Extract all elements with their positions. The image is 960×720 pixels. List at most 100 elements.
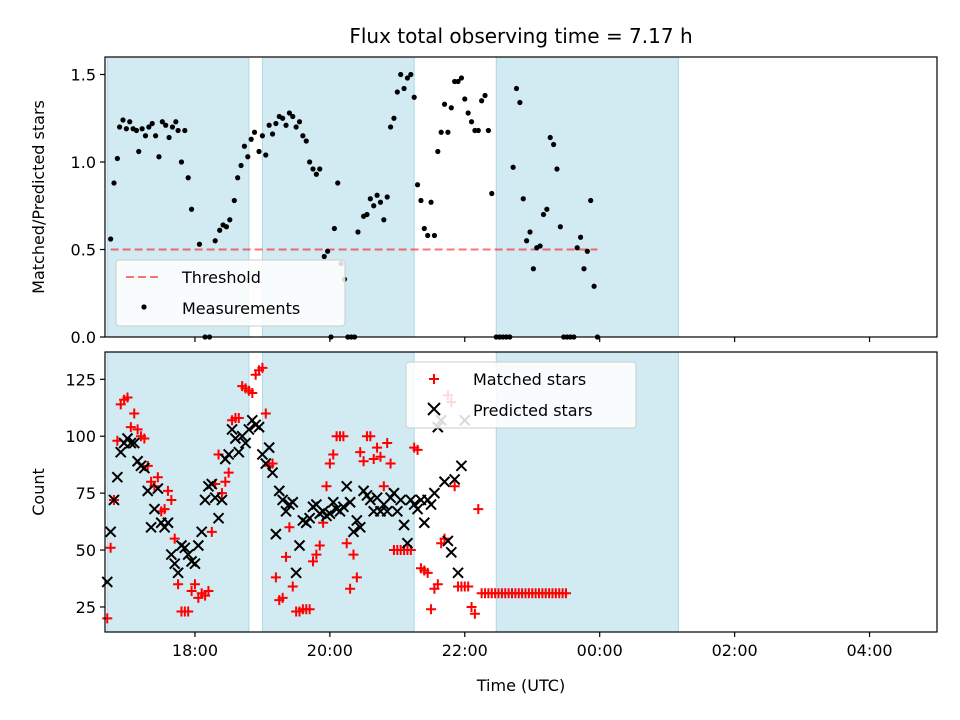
measurement-point	[591, 283, 597, 289]
predicted-star-point	[438, 476, 451, 488]
y-tick-label: 1.5	[71, 66, 96, 85]
predicted-star-point	[212, 512, 225, 524]
measurement-point	[142, 133, 149, 139]
measurement-point	[421, 225, 427, 232]
x-tick-label: 04:00	[846, 641, 892, 660]
predicted-star-point	[418, 517, 431, 529]
measurement-point	[455, 78, 461, 85]
measurement-point	[355, 229, 361, 235]
measurement-point	[482, 92, 488, 99]
axes-frame	[104, 351, 938, 633]
measurement-point	[127, 119, 133, 125]
measurement-point	[513, 85, 520, 92]
matched-star-point	[345, 583, 356, 594]
predicted-star-point	[169, 557, 181, 570]
measurement-point	[551, 141, 557, 148]
predicted-star-point	[162, 517, 174, 529]
legend-threshold-label: Threshold	[181, 268, 261, 287]
matched-star-point	[368, 453, 379, 464]
x-tick-label: 18:00	[172, 641, 218, 660]
measurement-point	[377, 199, 384, 205]
matched-star-point	[284, 522, 295, 533]
matched-star-point	[473, 504, 484, 515]
measurement-point	[371, 203, 377, 209]
measurement-point	[139, 126, 145, 132]
top-panel: 0.0 0.5 1.0 1.5 Matched/Predicted stars Thres…	[29, 56, 938, 347]
matched-star-point	[102, 613, 113, 624]
predicted-star-point	[145, 521, 157, 533]
matched-star-point	[328, 449, 339, 460]
measurement-point	[133, 127, 140, 134]
predicted-star-point	[104, 526, 117, 538]
measurement-point	[331, 225, 337, 232]
predicted-star-point	[189, 557, 201, 570]
measurement-point	[108, 236, 114, 242]
measurement-point	[408, 71, 414, 78]
measurement-point	[188, 206, 195, 212]
measurement-point	[435, 148, 441, 155]
predicted-star-point	[351, 514, 363, 527]
matched-star-point	[183, 606, 194, 617]
measurement-point	[217, 227, 223, 233]
measurement-point	[485, 127, 491, 134]
y-tick-label: 100	[65, 427, 96, 446]
measurement-point	[235, 175, 241, 181]
matched-star-point	[311, 549, 322, 560]
matched-star-point	[186, 586, 197, 597]
measurement-point	[547, 134, 553, 141]
measurement-point	[273, 120, 279, 127]
matched-star-point	[351, 572, 362, 583]
matched-star-point	[463, 581, 474, 592]
matched-star-point	[426, 604, 437, 615]
matched-star-point	[338, 431, 349, 442]
predicted-star-point	[287, 496, 299, 508]
predicted-star-point	[442, 535, 454, 547]
y-tick-label: 0.0	[71, 328, 96, 347]
measurement-point	[557, 224, 563, 230]
matched-star-point	[169, 533, 180, 544]
predicted-star-point	[226, 423, 238, 436]
matched-star-point	[365, 431, 376, 442]
measurement-point	[169, 124, 176, 130]
measurement-point	[404, 75, 411, 81]
legend-measurements-label: Measurements	[182, 299, 300, 318]
predicted-star-point	[108, 494, 120, 506]
predicted-star-point	[125, 437, 137, 449]
predicted-star-point	[148, 503, 161, 515]
chart-title: Flux total observing time = 7.17 h	[349, 24, 692, 48]
measurement-point	[544, 206, 550, 212]
bottom-panel: 25 50 75 100 125 18:00 20:00 22:00 00:00 02:00 04:…	[29, 351, 938, 660]
shaded-interval-0	[106, 351, 250, 633]
measurement-point	[290, 113, 296, 120]
measurement-point	[524, 238, 530, 244]
measurement-point	[231, 197, 237, 204]
measurement-point	[394, 89, 400, 95]
matched-star-point	[233, 413, 244, 424]
measurement-point	[266, 122, 272, 128]
predicted-star-point	[111, 471, 124, 483]
predicted-star-point	[445, 546, 457, 559]
predicted-star-point	[341, 480, 353, 493]
matched-star-point	[277, 592, 288, 603]
x-tick-label: 20:00	[307, 641, 353, 660]
measurement-point	[445, 129, 451, 135]
measurement-point	[554, 166, 560, 172]
matched-star-point	[385, 458, 396, 469]
measurement-point	[117, 124, 123, 130]
matched-star-point	[422, 567, 433, 578]
x-tick-label: 02:00	[712, 641, 758, 660]
measurement-point	[418, 197, 424, 204]
predicted-star-point	[364, 494, 377, 506]
measurement-point	[286, 110, 292, 116]
legend-predicted-label: Predicted stars	[473, 401, 593, 420]
predicted-star-point	[152, 482, 164, 495]
matched-star-point	[321, 481, 332, 492]
measurement-point	[401, 85, 407, 92]
predicted-star-point	[192, 539, 205, 552]
legend-box	[115, 259, 346, 327]
measurement-point	[479, 98, 485, 104]
measurement-point	[238, 162, 244, 169]
matched-star-point	[257, 362, 268, 373]
measurement-point	[156, 154, 162, 160]
